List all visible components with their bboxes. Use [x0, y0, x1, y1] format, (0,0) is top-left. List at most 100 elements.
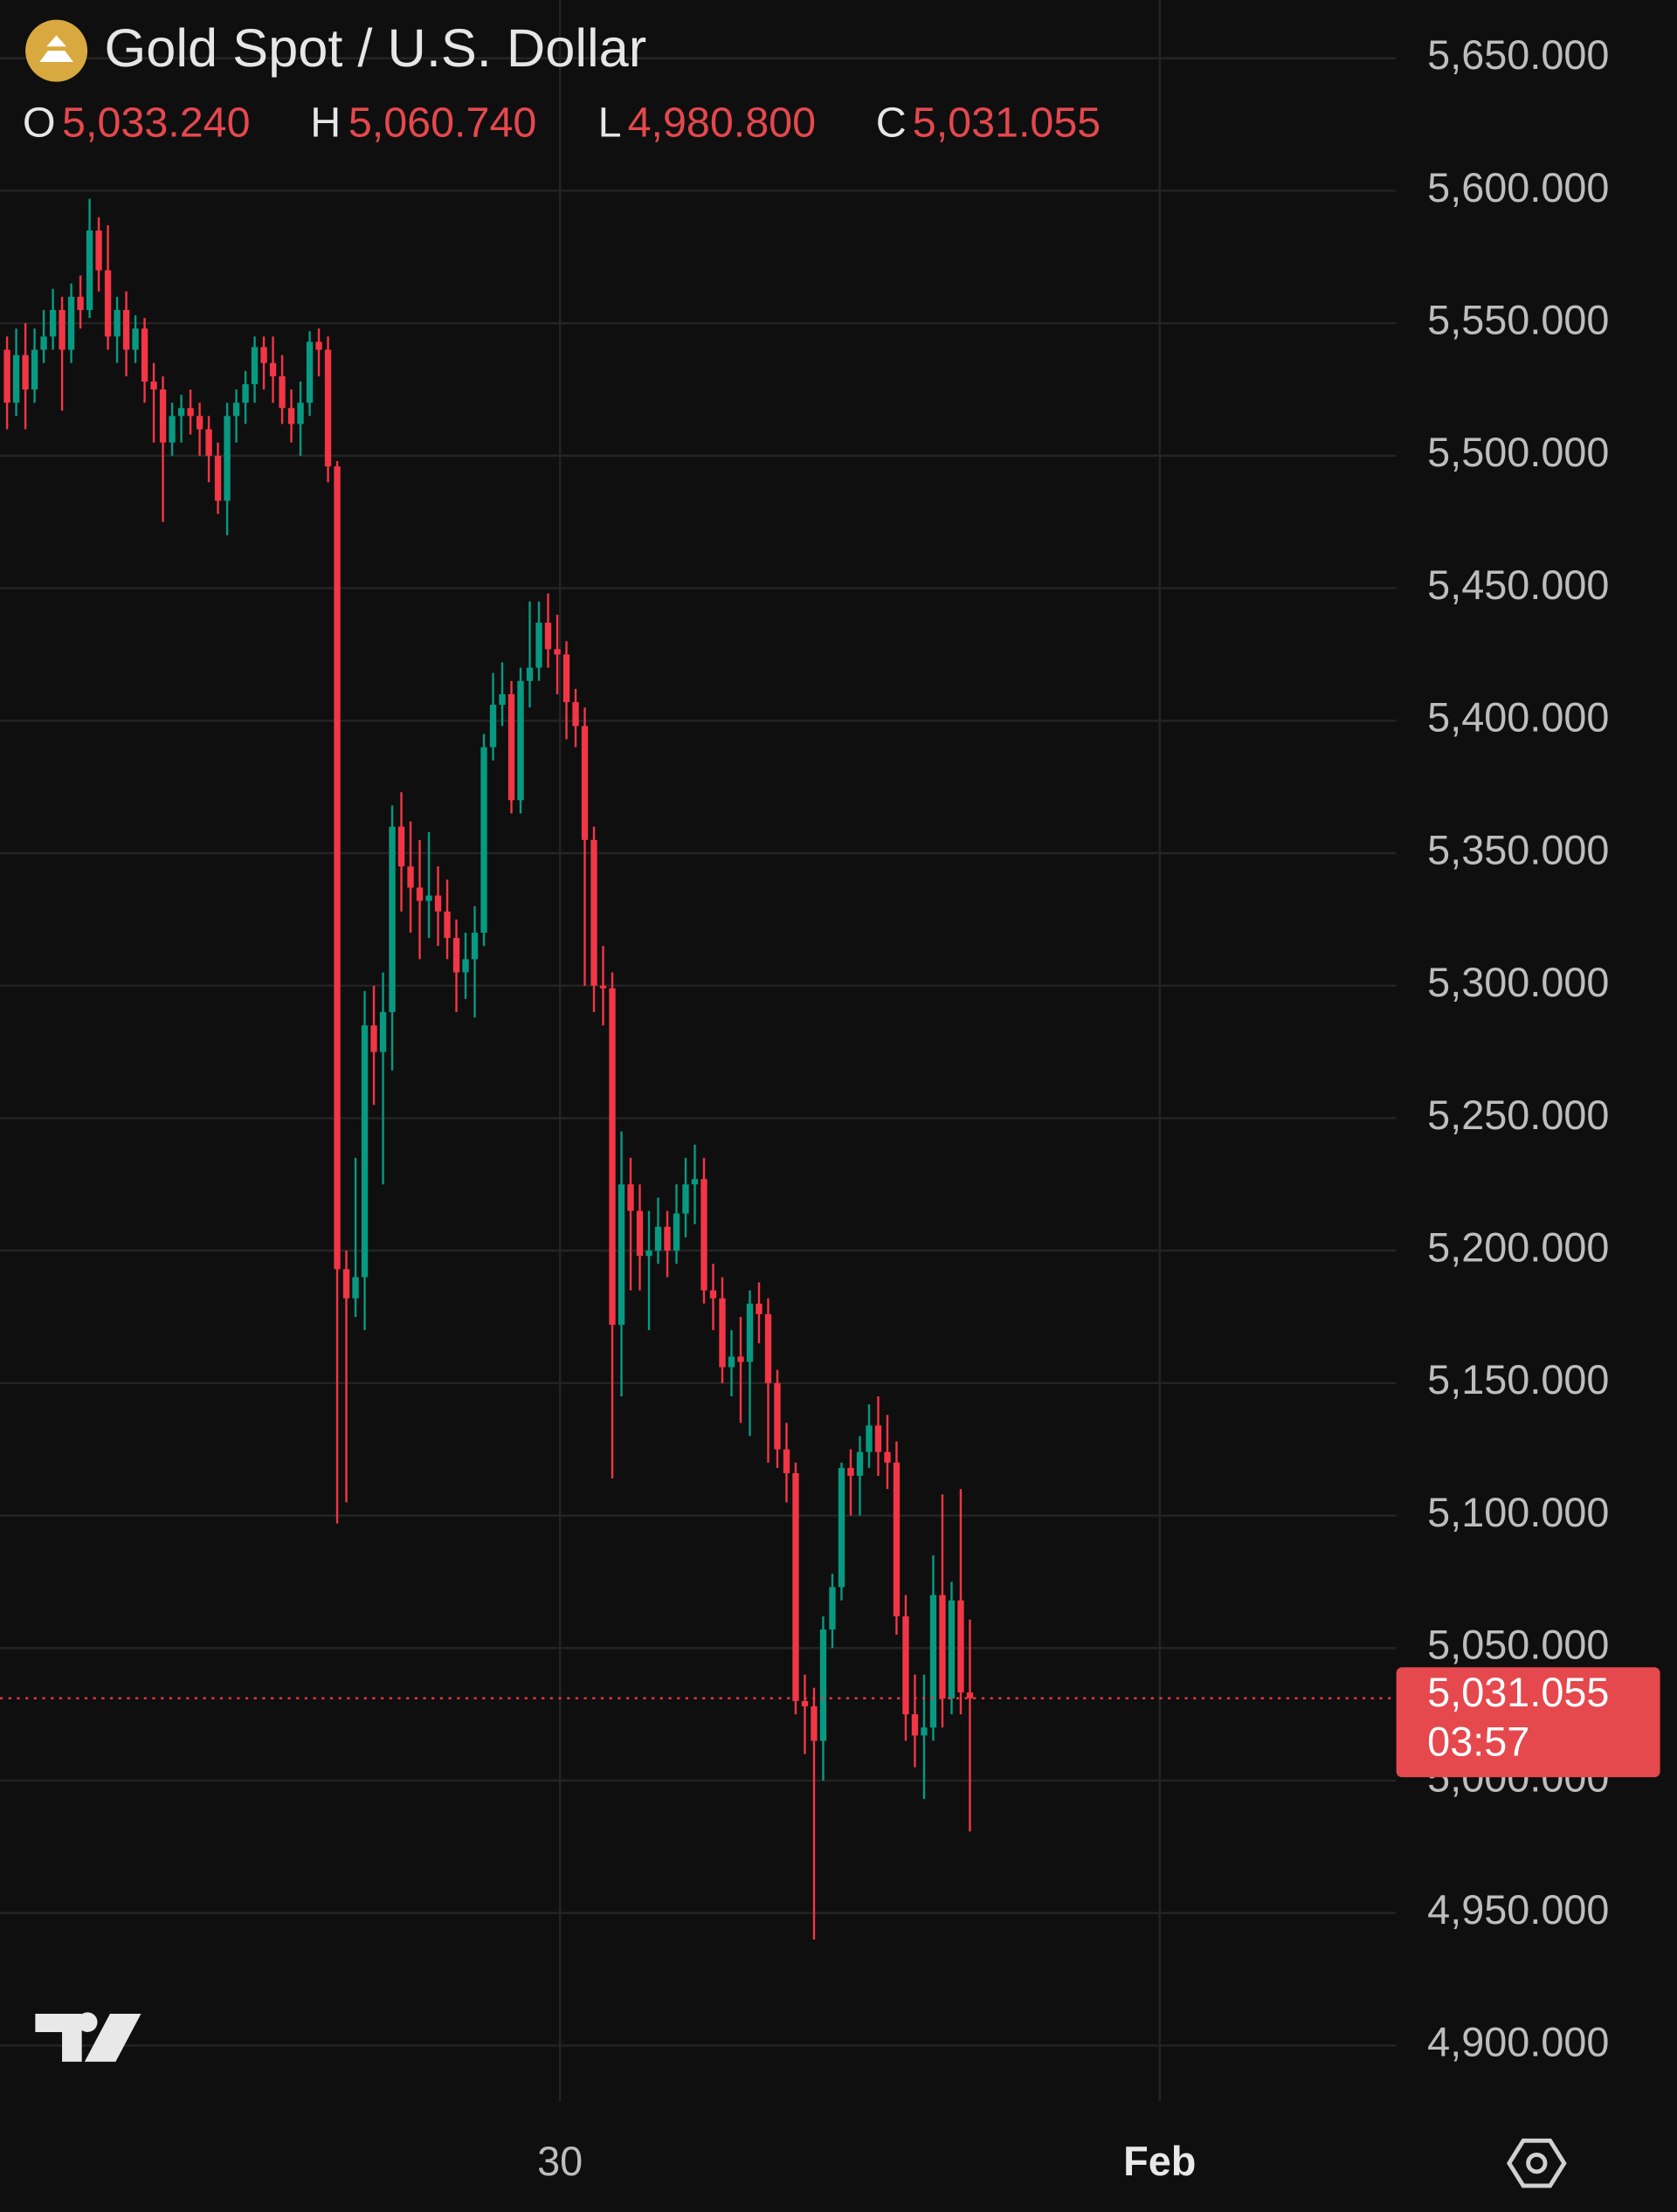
candle-body — [67, 296, 75, 350]
candle-body — [114, 310, 121, 337]
candle-body — [471, 933, 479, 960]
candle-body — [957, 1600, 964, 1693]
candle-body — [709, 1290, 717, 1299]
candle-body — [12, 355, 20, 403]
y-tick-label: 4,950.000 — [1427, 1887, 1609, 1933]
settings-icon-center[interactable] — [1526, 2153, 1548, 2174]
candle-body — [297, 403, 304, 424]
price-tag — [1396, 1667, 1660, 1778]
y-tick-label: 5,650.000 — [1427, 32, 1609, 78]
ohlc-key: H — [310, 100, 341, 147]
candle-body — [480, 747, 487, 934]
candle-body — [728, 1356, 735, 1368]
price-tag-value: 5,031.055 — [1427, 1670, 1609, 1715]
y-tick-label: 5,400.000 — [1427, 695, 1609, 741]
candle-body — [921, 1727, 928, 1736]
candle-body — [489, 705, 497, 748]
y-tick-label: 5,550.000 — [1427, 298, 1609, 343]
x-tick-label: 30 — [537, 2139, 583, 2184]
candle-body — [884, 1451, 891, 1463]
candle-body — [737, 1356, 744, 1362]
candle-body — [452, 938, 460, 973]
candle-body — [838, 1467, 845, 1588]
candle-body — [847, 1467, 854, 1477]
candle-body — [40, 336, 47, 350]
candle-body — [59, 310, 66, 350]
candle-body — [132, 328, 139, 350]
candle-body — [966, 1692, 974, 1699]
candle-body — [159, 389, 167, 443]
ohlc-value: 5,060.740 — [349, 100, 537, 147]
candle-body — [673, 1213, 680, 1251]
candle-body — [95, 230, 102, 271]
candle-body — [232, 403, 240, 417]
candle-body — [370, 1025, 377, 1052]
logo — [35, 2012, 141, 2062]
candle-body — [352, 1277, 359, 1299]
candle-body — [407, 866, 414, 888]
candle-body — [379, 1012, 387, 1052]
candle-body — [562, 654, 570, 703]
candle-body — [499, 693, 506, 706]
settings-icon[interactable] — [1506, 2138, 1567, 2188]
candle-body — [306, 341, 314, 403]
candle-body — [544, 623, 552, 650]
overlay: 4,900.0004,950.0005,000.0005,050.0005,10… — [0, 32, 1660, 2184]
candle-body — [389, 826, 396, 1013]
y-tick-label: 5,250.000 — [1427, 1092, 1609, 1138]
candle-body — [691, 1179, 699, 1185]
candle-body — [22, 355, 29, 390]
candle-body — [682, 1184, 689, 1214]
candle-body — [260, 347, 267, 363]
y-tick-label: 5,300.000 — [1427, 960, 1609, 1005]
candle-body — [874, 1425, 882, 1452]
candle-body — [719, 1298, 726, 1368]
candle-body — [664, 1226, 671, 1251]
candle-body — [444, 911, 451, 939]
candle-body — [572, 702, 579, 727]
x-tick-label: Feb — [1123, 2139, 1196, 2184]
candle-body — [196, 416, 204, 430]
candle-body — [756, 1303, 763, 1314]
candle-body — [581, 726, 589, 840]
candle-body — [425, 895, 432, 901]
settings-button[interactable] — [1506, 2138, 1567, 2188]
candle-body — [517, 680, 524, 801]
candle-body — [251, 347, 259, 384]
candle-body — [618, 1184, 625, 1326]
candle-body — [902, 1616, 909, 1715]
candle-body — [792, 1472, 799, 1701]
candle-body — [829, 1587, 836, 1630]
candles — [3, 198, 974, 1940]
candle-body — [801, 1700, 809, 1706]
ohlc-legend: O 5,033.240 H 5,060.740 L 4,980.800 C 5,031.055 — [23, 100, 1101, 147]
candle-body — [929, 1595, 937, 1728]
y-tick-label: 5,050.000 — [1427, 1623, 1609, 1668]
candle-body — [700, 1179, 707, 1291]
ohlc-key: O — [23, 100, 56, 147]
candle-body — [187, 408, 194, 417]
candle-body — [397, 826, 405, 867]
candle-body — [324, 349, 332, 467]
grid — [0, 0, 1397, 2102]
candle-body — [893, 1462, 901, 1616]
candle-body — [269, 362, 277, 376]
candle-body — [599, 985, 607, 989]
ohlc-value: 5,031.055 — [913, 100, 1101, 147]
candle-body — [819, 1629, 827, 1741]
ohlc-value: 4,980.800 — [628, 100, 817, 147]
candle-body — [590, 839, 597, 986]
symbol-icon-glyph — [39, 35, 73, 63]
candle-body — [526, 667, 534, 681]
candle-body — [31, 349, 38, 390]
candle-body — [746, 1303, 754, 1362]
candle-body — [3, 349, 10, 403]
ohlc-key: L — [598, 100, 622, 147]
candle-body — [287, 408, 295, 424]
candle-body — [783, 1449, 790, 1473]
candle-body — [86, 230, 93, 311]
candle-body — [224, 416, 231, 501]
y-tick-label: 5,350.000 — [1427, 827, 1609, 872]
candle-body — [554, 649, 561, 655]
